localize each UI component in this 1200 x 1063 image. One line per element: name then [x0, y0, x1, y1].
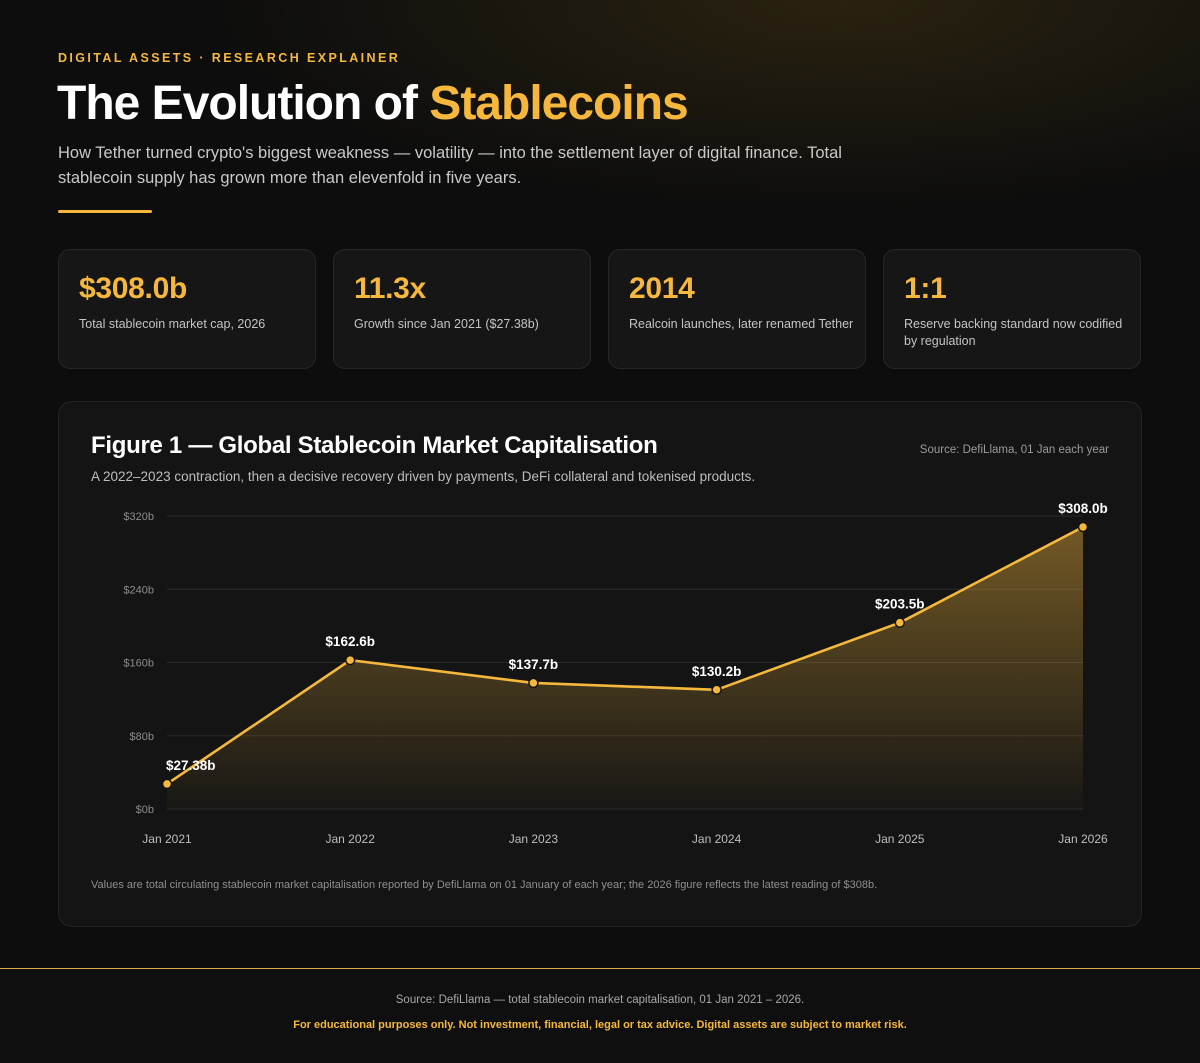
- x-tick-label: Jan 2021: [142, 832, 192, 846]
- footer-source: Source: DefiLlama — total stablecoin mar…: [395, 994, 805, 1006]
- data-point: [894, 617, 906, 628]
- stat-card-growth: 11.3x Growth since Jan 2021 ($27.38b): [333, 249, 591, 369]
- figure-source: Source: DefiLlama, 01 Jan each year: [919, 444, 1109, 456]
- data-point: [1077, 521, 1089, 533]
- y-tick-label: $160b: [123, 658, 154, 670]
- figure-card: $0b $80b $160b $240b $320b $27.38b Jan 2021 $16…: [58, 401, 1142, 927]
- kicker: DIGITAL ASSETS · RESEARCH EXPLAINER: [58, 51, 401, 65]
- data-label: $130.2b: [692, 664, 742, 679]
- market-cap-chart: $0b $80b $160b $240b $320b $27.38b Jan 2021 $16…: [123, 501, 1108, 846]
- lede: How Tether turned crypto's biggest weakn…: [58, 144, 842, 187]
- data-point: [711, 684, 722, 696]
- x-tick-label: Jan 2026: [1058, 832, 1108, 846]
- y-tick-label: $0b: [136, 804, 154, 816]
- stat-label: Realcoin launches, later renamed Tether: [629, 317, 854, 331]
- data-label: $27.38b: [166, 758, 216, 773]
- stat-card-market-cap: $308.0b Total stablecoin market cap, 202…: [58, 249, 316, 369]
- figure-title: Figure 1 — Global Stablecoin Market Capi…: [91, 432, 658, 459]
- stat-cards: $308.0b Total stablecoin market cap, 202…: [58, 249, 1142, 369]
- figure-note: Values are total circulating stablecoin …: [91, 879, 878, 891]
- stat-label: Total stablecoin market cap, 2026: [79, 317, 266, 331]
- data-point: [161, 778, 173, 790]
- data-label: $308.0b: [1058, 501, 1108, 516]
- title-main: The Evolution of: [57, 77, 430, 130]
- title-accent: Stablecoins: [429, 77, 688, 130]
- stat-label: Growth since Jan 2021 ($27.38b): [354, 317, 539, 331]
- stat-card-launch-year: 2014 Realcoin launches, later renamed Te…: [608, 249, 866, 369]
- data-point: [344, 654, 356, 666]
- accent-rule: [58, 210, 152, 213]
- series-line: [165, 525, 1085, 786]
- y-tick-label: $320b: [123, 511, 154, 523]
- area-fill: [167, 526, 1083, 809]
- figure-subtitle: A 2022–2023 contraction, then a decisive…: [91, 469, 756, 484]
- data-label: $137.7b: [509, 657, 559, 672]
- data-label: $203.5b: [875, 597, 925, 612]
- stat-value: 2014: [629, 272, 695, 305]
- x-tick-label: Jan 2022: [326, 832, 376, 846]
- stat-value: $308.0b: [79, 272, 187, 305]
- x-tick-label: Jan 2023: [509, 832, 559, 846]
- stat-card-reserve-ratio: 1:1 Reserve backing standard now codifie…: [883, 249, 1141, 369]
- data-point: [528, 677, 539, 689]
- footer: Source: DefiLlama — total stablecoin mar…: [0, 968, 1200, 1063]
- stat-value: 1:1: [904, 272, 947, 305]
- stat-label: Reserve backing standard now codified by…: [904, 317, 1123, 348]
- data-label: $162.6b: [325, 634, 375, 649]
- stat-value: 11.3x: [354, 272, 426, 305]
- page-title: The Evolution of Stablecoins: [57, 76, 689, 131]
- footer-disclaimer: For educational purposes only. Not inves…: [293, 1019, 907, 1031]
- x-tick-label: Jan 2025: [875, 832, 925, 846]
- y-tick-label: $240b: [123, 584, 154, 596]
- x-tick-label: Jan 2024: [692, 832, 742, 846]
- y-tick-label: $80b: [130, 731, 154, 743]
